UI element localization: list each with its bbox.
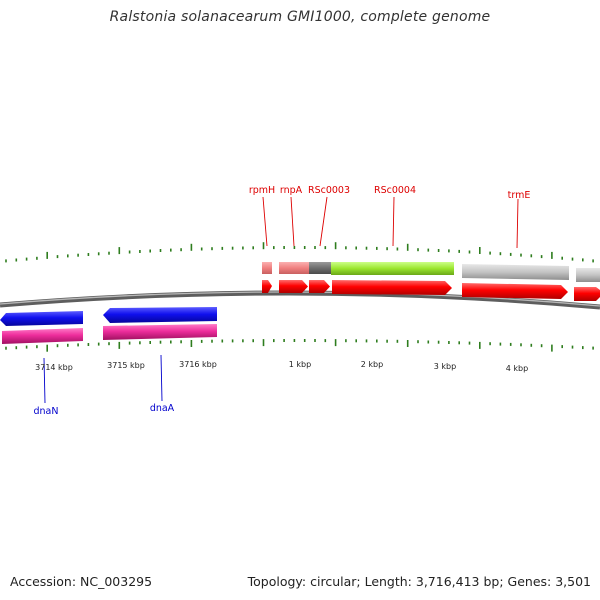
- forward-feature-track: [262, 262, 600, 282]
- leader-dnan: [43, 357, 46, 404]
- tick-row-top: [5, 242, 594, 263]
- gene-label-rsc0004[interactable]: RSc0004: [374, 185, 416, 196]
- leader-dnaa: [160, 354, 163, 402]
- feature-block-trme[interactable]: [462, 264, 569, 280]
- gene-label-dnan[interactable]: dnaN: [34, 406, 59, 417]
- position-label-3kbp: 3 kbp: [434, 362, 456, 371]
- gene-label-rnpa[interactable]: rnpA: [280, 185, 303, 196]
- position-label-4kbp: 4 kbp: [506, 364, 528, 373]
- forward-gene-labels: rpmH rnpA RSc0003 RSc0004 trmE: [249, 185, 531, 249]
- gene-label-rpmh[interactable]: rpmH: [249, 185, 275, 196]
- cds-arrow-next[interactable]: [574, 287, 600, 301]
- gene-label-rsc0003[interactable]: RSc0003: [308, 185, 350, 196]
- position-label-1kbp: 1 kbp: [289, 360, 311, 369]
- position-labels: 3714 kbp 3715 kbp 3716 kbp 1 kbp 2 kbp 3…: [35, 360, 528, 373]
- reverse-feature-track: [2, 324, 217, 344]
- feature-block-rsc0003[interactable]: [309, 262, 331, 274]
- leader-rsc0004: [392, 196, 395, 247]
- feature-block-next[interactable]: [576, 268, 600, 282]
- gene-label-trme[interactable]: trmE: [508, 190, 531, 201]
- accession-text: Accession: NC_003295: [10, 574, 153, 589]
- cds-arrow-trme[interactable]: [462, 283, 568, 299]
- reverse-cds-track: [0, 307, 217, 326]
- forward-cds-track: [262, 280, 600, 301]
- cds-arrow-rsc0004[interactable]: [332, 280, 452, 295]
- position-label-3715: 3715 kbp: [107, 361, 145, 370]
- position-label-2kbp: 2 kbp: [361, 360, 383, 369]
- feature-block-rsc0004[interactable]: [331, 262, 454, 275]
- feature-block-dnan[interactable]: [2, 328, 83, 344]
- cds-arrow-rnpa[interactable]: [279, 280, 308, 293]
- cds-arrow-rpmh[interactable]: [262, 280, 272, 293]
- genome-backbone: [0, 290, 600, 310]
- feature-block-rnpa[interactable]: [279, 262, 309, 274]
- cds-arrow-dnaa[interactable]: [103, 307, 217, 323]
- topology-summary: Topology: circular; Length: 3,716,413 bp…: [247, 574, 591, 589]
- position-label-3716: 3716 kbp: [179, 360, 217, 369]
- feature-block-dnaa[interactable]: [103, 324, 217, 340]
- cds-arrow-dnan[interactable]: [0, 311, 83, 326]
- leader-rpmh: [262, 196, 268, 247]
- leader-rnpa: [290, 196, 295, 247]
- gene-label-dnaa[interactable]: dnaA: [150, 403, 175, 414]
- feature-block-rpmh[interactable]: [262, 262, 272, 274]
- cds-arrow-rsc0003[interactable]: [309, 280, 330, 293]
- leader-rsc0003: [319, 196, 328, 247]
- position-label-3714: 3714 kbp: [35, 363, 73, 372]
- leader-trme: [516, 198, 519, 249]
- tick-row-bottom: [5, 339, 594, 352]
- reverse-gene-labels: dnaN dnaA: [34, 354, 175, 417]
- map-title: Ralstonia solanacearum GMI1000, complete…: [109, 9, 491, 25]
